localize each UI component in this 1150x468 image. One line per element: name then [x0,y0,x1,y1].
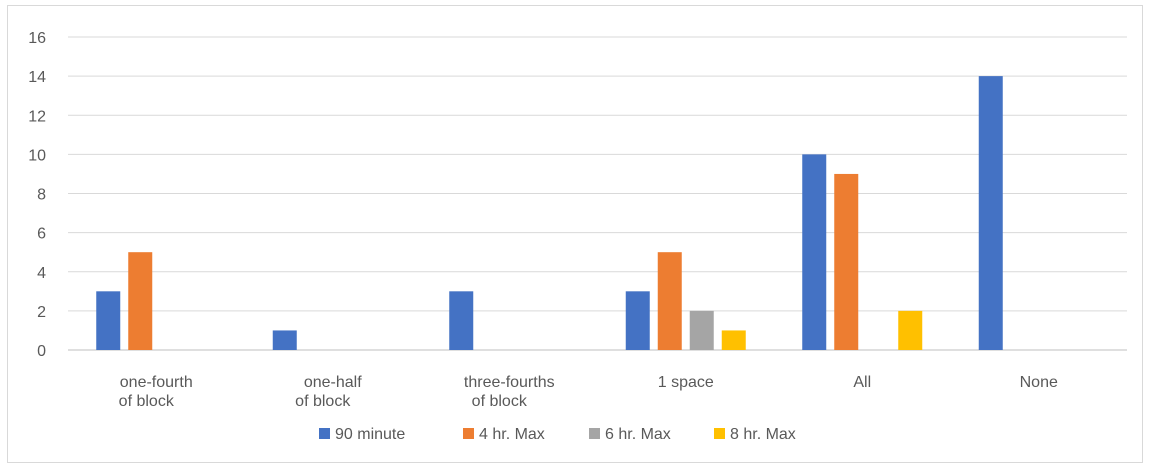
bar [834,173,859,350]
x-category-label: of block [119,393,175,410]
legend-swatch [714,428,725,439]
x-category-label: All [853,374,871,391]
y-tick-label: 12 [28,108,46,125]
bar [978,76,1003,350]
bar [657,252,682,350]
bar [898,310,923,350]
legend-label: 4 hr. Max [479,426,545,443]
x-category-label: one-half [304,374,362,391]
bar [802,154,827,350]
y-tick-label: 0 [37,343,46,360]
y-tick-label: 16 [28,30,46,47]
bar [689,310,714,350]
y-tick-label: 14 [28,69,46,86]
bar [625,291,650,350]
bar [272,330,297,350]
bar [449,291,474,350]
x-category-label: three-fourths [464,374,555,391]
legend-swatch [463,428,474,439]
x-category-label: one-fourth [120,374,193,391]
y-tick-label: 2 [37,304,46,321]
y-tick-label: 8 [37,187,46,204]
legend-label: 90 minute [335,426,405,443]
x-category-label: of block [295,393,351,410]
bar [128,252,153,350]
x-category-label: 1 space [658,374,714,391]
y-tick-label: 10 [28,147,46,164]
bar [96,291,121,350]
x-category-label: of block [472,393,528,410]
gridlines [68,36,1127,351]
chart-frame [7,5,1143,463]
legend-swatch [589,428,600,439]
x-category-label: None [1020,374,1058,391]
y-axis-ticks: 0 2 4 6 8 10 12 14 16 [28,30,46,360]
y-tick-label: 6 [37,226,46,243]
legend-label: 8 hr. Max [730,426,796,443]
legend-swatch [319,428,330,439]
x-axis-categories: one-fourth of block one-half of block three-… [119,374,1058,410]
bar [721,330,746,350]
legend: 90 minute 4 hr. Max 6 hr. Max 8 hr. Max [319,426,796,443]
legend-label: 6 hr. Max [605,426,671,443]
y-tick-label: 4 [37,265,46,282]
bars [96,76,1003,350]
